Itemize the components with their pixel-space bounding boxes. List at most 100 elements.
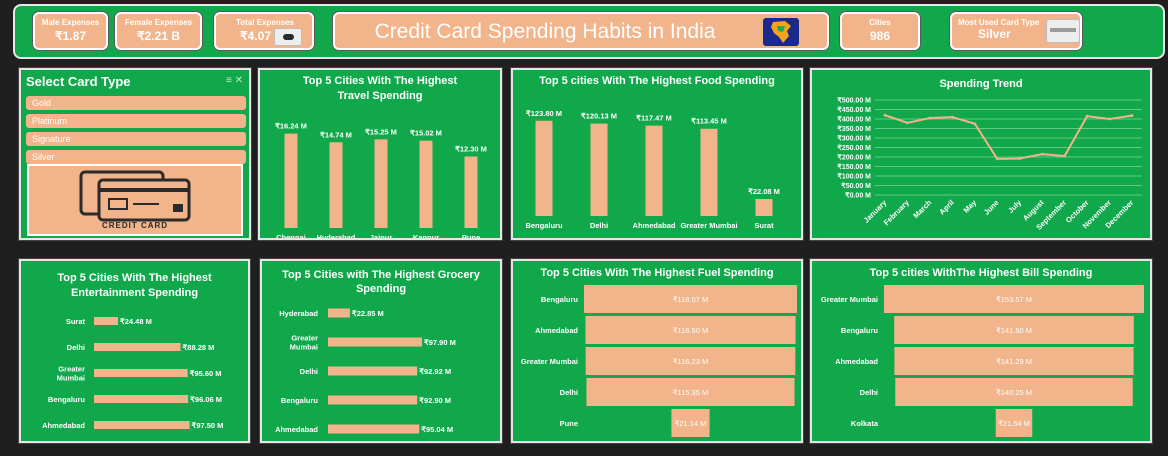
- point-october: [1085, 114, 1089, 118]
- data-label-delhi: ₹140.25 M: [996, 388, 1032, 397]
- category-label-ahmedabad: Ahmedabad: [535, 326, 578, 335]
- bar-surat: [94, 317, 118, 325]
- y-tick-5: ₹250.00 M: [837, 144, 871, 152]
- category-label-pune: Pune: [462, 233, 480, 238]
- fuel-chart: Bengaluru ₹118.07 M Ahmedabad ₹116.50 M Grea…: [521, 285, 797, 437]
- category-label-greater-mumbai-1: Mumbai: [290, 343, 318, 352]
- data-label-delhi: ₹115.35 M: [673, 388, 709, 397]
- category-label-greater-mumbai: Greater Mumbai: [680, 221, 737, 230]
- point-june: [995, 157, 999, 161]
- data-label-greater-mumbai: ₹97.90 M: [424, 338, 456, 347]
- bar-bengaluru: [94, 395, 189, 403]
- y-tick-1: ₹450.00 M: [837, 106, 871, 114]
- data-label-pune: ₹12.30 M: [455, 144, 487, 153]
- point-december: [1130, 114, 1134, 117]
- male-expenses-value: ₹1.87: [55, 29, 86, 43]
- grocery-title-line-2: Spending: [355, 283, 407, 295]
- data-label-delhi: ₹92.92 M: [419, 367, 451, 376]
- data-label-greater-mumbai: ₹113.45 M: [691, 117, 727, 126]
- fuel-panel: Top 5 Cities With The Highest Fuel Spend…: [511, 259, 803, 443]
- data-label-bengaluru: ₹123.80 M: [526, 109, 562, 118]
- dashboard-title-box: Credit Card Spending Habits in India: [333, 12, 829, 50]
- bill-panel: Top 5 cities WithThe Highest Bill Spendi…: [810, 259, 1152, 443]
- bar-pune: [671, 409, 710, 437]
- card-thumbnail-icon: [274, 28, 302, 46]
- point-january: [883, 113, 887, 117]
- category-label-ahmedabad: Ahmedabad: [633, 221, 676, 230]
- data-label-kanpur: ₹15.02 M: [410, 129, 442, 138]
- category-label-greater-mumbai-1: Mumbai: [57, 374, 85, 383]
- entertainment-title-line-1: Top 5 Cities With The Highest: [57, 272, 212, 284]
- bar-ahmedabad: [894, 347, 1134, 375]
- bar-ahmedabad: [328, 424, 420, 434]
- slicer-item-silver[interactable]: Silver: [26, 150, 246, 164]
- slicer-item-platinum[interactable]: Platinum: [26, 114, 246, 128]
- x-tick-april: April: [937, 198, 955, 216]
- point-july: [1018, 157, 1022, 160]
- bar-bengaluru: [535, 120, 553, 216]
- entertainment-panel: Top 5 Cities With The Highest Entertainm…: [19, 259, 250, 443]
- category-label-delhi: Delhi: [67, 343, 85, 352]
- food-chart: ₹123.80 M Bengaluru ₹120.13 M Delhi ₹117.47 …: [525, 109, 779, 230]
- fuel-title: Top 5 Cities With The Highest Fuel Spend…: [540, 267, 774, 279]
- most-used-card-type-card: Most Used Card Type Silver: [950, 12, 1082, 50]
- data-label-bengaluru: ₹118.07 M: [673, 295, 709, 304]
- data-label-hyderabad: ₹14.74 M: [320, 130, 352, 139]
- male-expenses-card: Male Expenses ₹1.87: [33, 12, 108, 50]
- bar-greater-mumbai: [884, 285, 1144, 313]
- food-panel: Top 5 cities With The Highest Food Spend…: [511, 68, 803, 240]
- point-may: [973, 122, 977, 126]
- point-august: [1040, 152, 1044, 156]
- category-label-greater-mumbai: Greater: [58, 365, 85, 374]
- bar-bengaluru: [584, 285, 797, 313]
- travel-chart: ₹16.24 M Chennai ₹14.74 M Hyderabad ₹15.25 M…: [275, 122, 487, 238]
- food-title: Top 5 cities With The Highest Food Spend…: [539, 75, 775, 87]
- bar-jaipur: [374, 139, 388, 228]
- category-label-pune: Pune: [560, 419, 578, 428]
- category-label-surat: Surat: [754, 221, 774, 230]
- category-label-bengaluru: Bengaluru: [525, 221, 563, 230]
- bar-hyderabad: [328, 308, 350, 318]
- data-label-kolkata: ₹21.54 M: [998, 419, 1030, 428]
- bar-delhi: [94, 343, 181, 351]
- bar-kolkata: [995, 409, 1033, 437]
- data-label-greater-mumbai: ₹116.23 M: [673, 357, 709, 366]
- total-expenses-value: ₹4.07: [240, 29, 271, 43]
- data-label-ahmedabad: ₹116.50 M: [673, 326, 709, 335]
- bar-pune: [464, 156, 478, 228]
- bar-greater-mumbai: [94, 369, 188, 377]
- y-tick-6: ₹200.00 M: [837, 154, 871, 162]
- clear-filter-icon[interactable]: ≡ ✕: [226, 75, 243, 86]
- y-tick-7: ₹150.00 M: [837, 163, 871, 171]
- bar-ahmedabad: [585, 316, 796, 344]
- slicer-item-signature[interactable]: Signature: [26, 132, 246, 146]
- bill-chart: Greater Mumbai ₹153.57 M Bengaluru ₹141.50 …: [821, 285, 1144, 437]
- category-label-delhi: Delhi: [300, 367, 318, 376]
- data-label-ahmedabad: ₹117.47 M: [636, 114, 672, 123]
- data-label-chennai: ₹16.24 M: [275, 122, 307, 131]
- category-label-ahmedabad: Ahmedabad: [835, 357, 878, 366]
- point-november: [1108, 117, 1111, 121]
- category-label-greater-mumbai: Greater Mumbai: [521, 357, 578, 366]
- bar-delhi: [895, 378, 1133, 406]
- data-label-delhi: ₹88.28 M: [183, 343, 215, 352]
- header-bar: Male Expenses ₹1.87 Female Expenses ₹2.2…: [13, 4, 1165, 59]
- x-tick-february: February: [882, 197, 912, 227]
- category-label-delhi: Delhi: [560, 388, 578, 397]
- category-label-ahmedabad: Ahmedabad: [275, 425, 318, 434]
- y-tick-9: ₹50.00 M: [841, 182, 871, 190]
- slicer-title: Select Card Type: [26, 74, 131, 89]
- data-label-ahmedabad: ₹141.29 M: [996, 357, 1032, 366]
- y-tick-0: ₹500.00 M: [837, 97, 871, 105]
- most-used-card-type-value: Silver: [978, 27, 1011, 41]
- most-used-card-type-label: Most Used Card Type: [958, 18, 1040, 27]
- slicer-item-gold[interactable]: Gold: [26, 96, 246, 110]
- grocery-panel: Top 5 Cities with The Highest Grocery Sp…: [260, 259, 502, 443]
- data-label-delhi: ₹120.13 M: [581, 112, 617, 121]
- category-label-bengaluru: Bengaluru: [281, 396, 319, 405]
- category-label-kanpur: Kanpur: [413, 233, 439, 238]
- point-march: [928, 116, 932, 120]
